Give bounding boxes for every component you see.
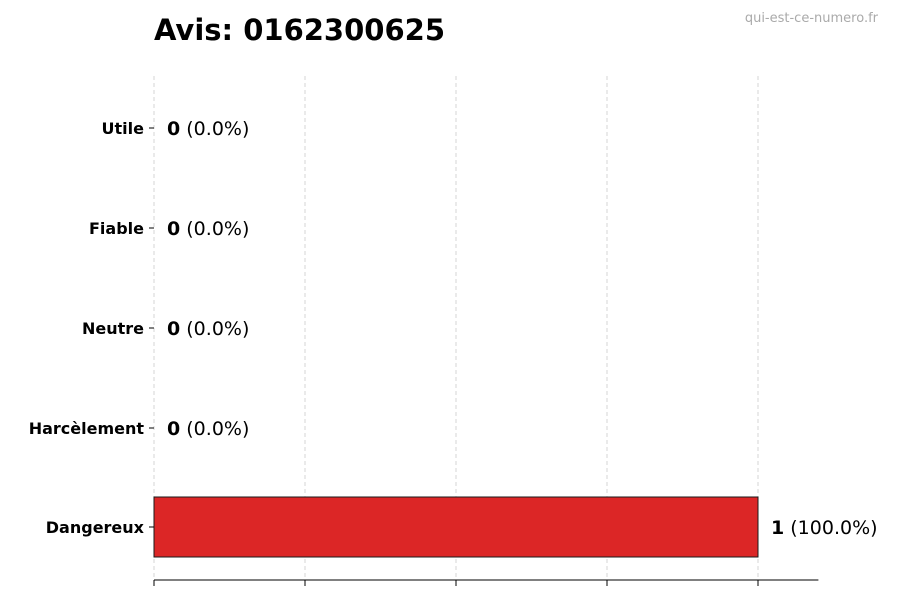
data-value: 0 [167,318,180,340]
data-label: 1 (100.0%) [771,517,878,539]
data-label: 0 (0.0%) [167,418,249,440]
data-value: 1 [771,517,784,539]
data-percent: (0.0%) [180,418,249,440]
category-label: Utile [102,119,145,138]
data-label: 0 (0.0%) [167,318,249,340]
watermark: qui-est-ce-numero.fr [745,11,879,26]
bar-dangereux [153,496,759,558]
category-label: Neutre [82,319,144,338]
chart-title: Avis: 0162300625 [154,13,445,47]
data-value: 0 [167,418,180,440]
category-label: Harcèlement [29,419,145,438]
category-label: Fiable [89,219,144,238]
data-percent: (0.0%) [180,118,249,140]
data-percent: (100.0%) [784,517,877,539]
data-percent: (0.0%) [180,318,249,340]
data-value: 0 [167,118,180,140]
data-label: 0 (0.0%) [167,218,249,240]
data-value: 0 [167,218,180,240]
data-label: 0 (0.0%) [167,118,249,140]
category-label: Dangereux [46,518,145,537]
data-percent: (0.0%) [180,218,249,240]
